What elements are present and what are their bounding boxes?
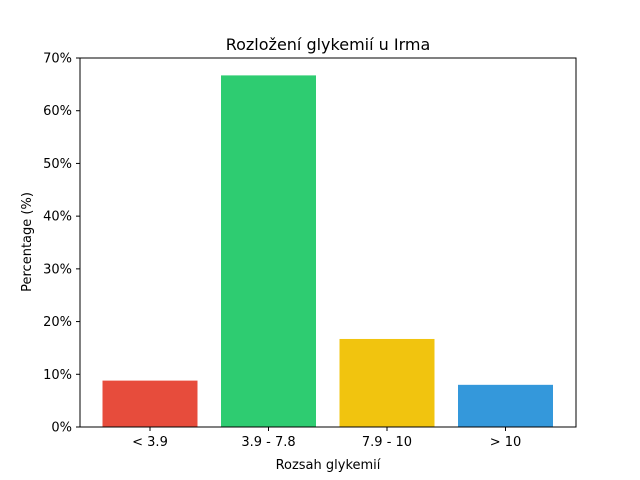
y-tick-label: 0% (51, 421, 72, 436)
y-tick-label: 70% (43, 52, 72, 67)
bar-1 (221, 75, 316, 427)
y-axis-label: Percentage (%) (20, 192, 35, 292)
x-tick-label: > 10 (490, 435, 522, 450)
chart-title: Rozložení glykemií u Irma (226, 35, 431, 54)
x-axis-label: Rozsah glykemií (276, 458, 381, 473)
bar-3 (458, 384, 553, 427)
x-axis-ticks: < 3.9 3.9 - 7.8 7.9 - 10 > 10 (132, 427, 521, 450)
x-tick-label: 3.9 - 7.8 (241, 435, 295, 450)
bar-0 (102, 380, 198, 427)
y-axis-ticks: 0% 10% 20% 30% 40% 50% 60% 70% (43, 52, 80, 436)
x-tick-label: 7.9 - 10 (362, 435, 412, 450)
y-tick-label: 20% (43, 315, 72, 330)
bar-2 (339, 338, 435, 427)
y-tick-label: 50% (43, 157, 72, 172)
plot-frame (79, 57, 577, 428)
bars-group (102, 75, 553, 427)
y-tick-label: 30% (43, 262, 72, 277)
y-tick-label: 40% (43, 210, 72, 225)
y-tick-label: 60% (43, 104, 72, 119)
x-tick-label: < 3.9 (132, 435, 168, 450)
y-tick-label: 10% (43, 368, 72, 383)
